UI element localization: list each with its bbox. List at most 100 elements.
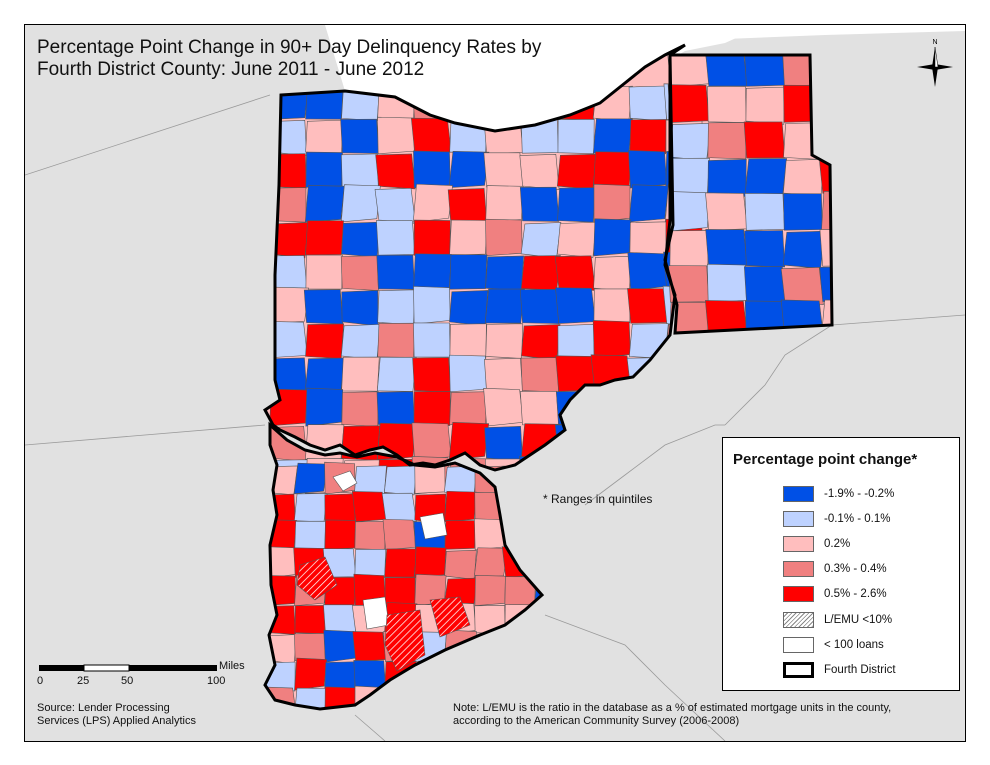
legend-item: < 100 loans — [783, 635, 884, 655]
county — [519, 289, 560, 324]
county — [485, 185, 524, 222]
scale-tick-25: 25 — [77, 675, 90, 687]
legend-label: 0.5% - 2.6% — [824, 588, 887, 600]
county — [324, 493, 356, 524]
county — [340, 255, 379, 291]
county — [305, 220, 344, 256]
county — [382, 518, 417, 551]
scale-unit: Miles — [219, 660, 245, 672]
map-frame: Percentage Point Change in 90+ Day Delin… — [24, 24, 966, 742]
county — [341, 356, 380, 392]
county — [444, 520, 477, 550]
county — [669, 191, 710, 232]
county — [444, 549, 477, 580]
county — [447, 188, 488, 225]
county — [744, 230, 785, 268]
county — [324, 519, 356, 550]
county — [744, 193, 785, 231]
ranges-note: * Ranges in quintiles — [543, 492, 653, 506]
county — [520, 255, 561, 291]
county — [412, 357, 452, 393]
legend-item: Fourth District — [783, 660, 896, 680]
county — [628, 184, 669, 223]
footnote-line-2: according to the American Community Surv… — [453, 715, 740, 727]
county — [485, 323, 524, 359]
legend-item: -1.9% - -0.2% — [783, 484, 894, 504]
county — [376, 391, 415, 427]
county — [414, 463, 446, 494]
county — [294, 520, 326, 550]
county — [557, 221, 597, 258]
county — [743, 266, 786, 304]
county — [485, 218, 523, 257]
county — [341, 324, 381, 361]
scale-bar-graphic — [39, 664, 217, 672]
source-note: Source: Lender Processing Services (LPS)… — [37, 702, 196, 728]
source-line-1: Source: Lender Processing — [37, 702, 170, 714]
legend-swatch — [783, 511, 814, 527]
county — [305, 323, 344, 359]
county — [305, 254, 343, 290]
county — [412, 183, 453, 223]
county — [332, 470, 358, 492]
county — [341, 221, 380, 258]
legend-label: L/EMU <10% — [824, 614, 893, 626]
legend-swatch — [783, 586, 814, 602]
county — [627, 252, 668, 291]
county — [592, 118, 633, 154]
county — [414, 546, 447, 579]
county — [384, 548, 418, 578]
county — [555, 287, 596, 324]
county — [627, 288, 668, 324]
county — [411, 422, 452, 461]
county — [782, 230, 826, 269]
county — [448, 422, 490, 461]
county — [340, 118, 379, 154]
county — [705, 229, 748, 267]
county — [304, 357, 345, 394]
county — [413, 253, 452, 290]
state-borders — [25, 94, 965, 741]
county — [303, 289, 344, 325]
county — [668, 122, 712, 161]
county — [413, 150, 451, 189]
county — [556, 153, 597, 190]
county — [557, 324, 595, 361]
county — [377, 289, 416, 325]
county — [484, 357, 524, 394]
county — [413, 322, 451, 358]
county — [707, 85, 747, 123]
scale-tick-50: 50 — [121, 675, 134, 687]
county — [413, 390, 451, 426]
county — [374, 187, 416, 224]
county — [593, 288, 631, 324]
lake-north — [475, 25, 965, 61]
legend-swatch — [783, 486, 814, 502]
county — [557, 119, 595, 154]
county — [483, 152, 524, 188]
county — [557, 187, 596, 223]
map-title: Percentage Point Change in 90+ Day Delin… — [37, 37, 597, 81]
county — [483, 387, 524, 427]
county — [519, 186, 560, 222]
county — [449, 323, 487, 359]
county — [354, 521, 386, 551]
county — [323, 629, 356, 663]
county — [593, 183, 631, 223]
county — [410, 117, 452, 154]
county — [593, 151, 632, 188]
county — [473, 547, 509, 578]
county — [449, 391, 488, 427]
county — [376, 254, 415, 290]
county — [294, 657, 328, 691]
footnote-line-1: Note: L/EMU is the ratio in the database… — [453, 702, 892, 714]
county — [780, 267, 824, 305]
lake-erie — [325, 25, 965, 135]
county — [449, 254, 488, 290]
county — [352, 631, 387, 662]
county — [743, 121, 786, 159]
county — [384, 577, 416, 606]
county — [484, 426, 524, 462]
legend-item: 0.5% - 2.6% — [783, 584, 887, 604]
legend-item: 0.2% — [783, 534, 850, 554]
